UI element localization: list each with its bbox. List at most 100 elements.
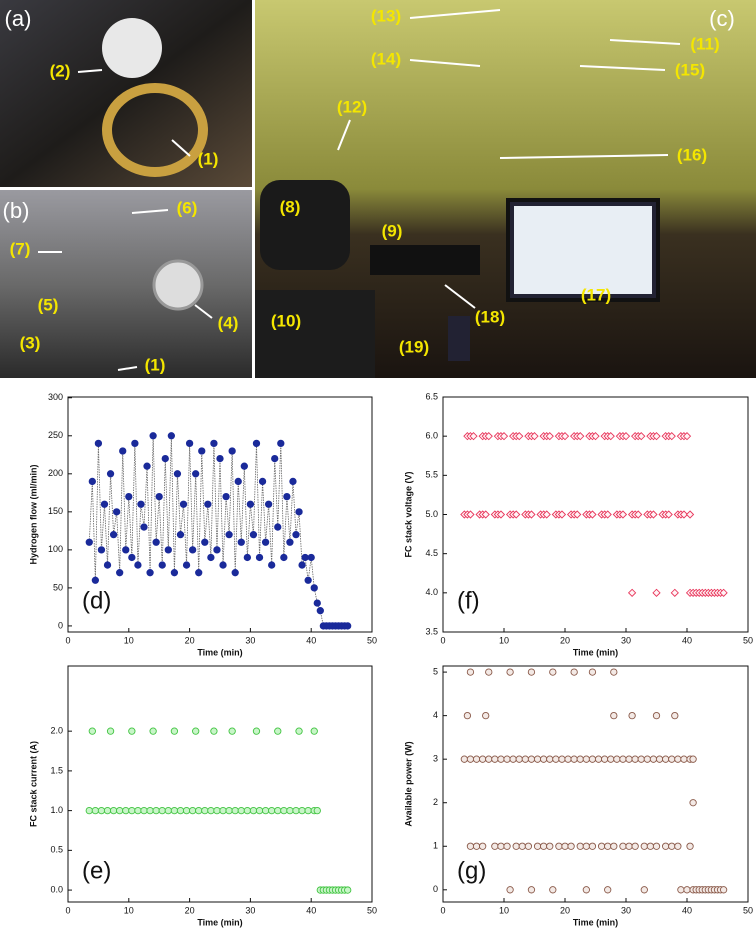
point [188, 806, 197, 815]
panel-label: (b) [3, 198, 30, 223]
point [103, 806, 112, 815]
point [689, 755, 697, 763]
point [85, 806, 93, 815]
point [643, 755, 651, 763]
point [662, 842, 670, 850]
point [304, 576, 312, 584]
photo-b [0, 190, 252, 378]
point [301, 553, 309, 562]
point [185, 439, 194, 448]
point [582, 886, 590, 894]
point [146, 806, 154, 815]
point [219, 561, 227, 569]
point [204, 500, 212, 508]
point [546, 842, 554, 850]
point [274, 523, 282, 531]
point [570, 755, 578, 763]
photo-label: (19) [399, 337, 429, 356]
x-tick-label: 0 [440, 635, 445, 645]
point [570, 668, 578, 676]
point [167, 432, 176, 440]
point [152, 806, 160, 815]
point [527, 755, 536, 763]
point [670, 588, 679, 597]
point [225, 806, 233, 815]
point [667, 432, 676, 441]
point [106, 470, 115, 478]
point [289, 477, 297, 486]
point [472, 842, 481, 850]
point [631, 842, 639, 850]
point [228, 447, 236, 455]
point [249, 806, 258, 815]
y-tick-label: 250 [48, 430, 63, 440]
point [481, 510, 490, 519]
y-tick-label: 1.5 [50, 765, 63, 775]
point [109, 531, 118, 539]
point [195, 569, 203, 577]
point [491, 755, 499, 763]
photo-part [370, 245, 480, 275]
point [106, 727, 115, 735]
point [582, 842, 590, 850]
point [652, 842, 661, 850]
y-tick-label: 4.0 [425, 587, 438, 597]
point [625, 755, 633, 763]
panel-label: (a) [5, 6, 32, 31]
x-tick-label: 50 [743, 905, 753, 915]
point [258, 477, 267, 486]
point [344, 622, 352, 630]
x-tick-label: 30 [621, 635, 631, 645]
point [496, 510, 506, 519]
point [280, 806, 288, 815]
point [286, 538, 294, 546]
point [237, 538, 245, 546]
point [588, 842, 597, 850]
point [207, 806, 215, 815]
photo-label: (1) [198, 149, 219, 168]
point [179, 500, 188, 508]
point [261, 538, 270, 546]
x-tick-label: 30 [621, 905, 631, 915]
point [582, 755, 590, 763]
point [466, 842, 475, 850]
photo-label: (8) [280, 197, 301, 216]
y-tick-label: 5.0 [425, 509, 438, 519]
point [128, 727, 136, 735]
point [555, 842, 563, 850]
point [561, 842, 569, 850]
point [610, 842, 618, 850]
y-tick-label: 0.0 [50, 884, 63, 894]
y-axis-label: Available power (W) [403, 741, 413, 826]
point [469, 432, 478, 441]
point [228, 727, 236, 735]
point [155, 492, 163, 501]
point [610, 668, 618, 676]
y-tick-label: 1 [433, 841, 438, 851]
point [503, 755, 511, 763]
point [283, 492, 291, 501]
point [686, 842, 694, 850]
point [91, 576, 100, 584]
point [682, 432, 692, 441]
photo-part [152, 259, 204, 311]
point [85, 538, 93, 546]
point [466, 510, 475, 519]
point [603, 510, 612, 519]
point [674, 755, 682, 763]
point [506, 886, 514, 894]
photo-label: (14) [371, 49, 401, 68]
arrow [579, 65, 666, 71]
x-tick-label: 10 [124, 635, 134, 645]
point [188, 546, 197, 554]
point [295, 727, 303, 735]
point [192, 727, 200, 735]
point [131, 439, 139, 448]
point [640, 886, 648, 894]
arrow [409, 59, 481, 67]
arrow [609, 39, 681, 45]
point [545, 432, 554, 441]
point [512, 842, 520, 850]
point [122, 806, 130, 815]
